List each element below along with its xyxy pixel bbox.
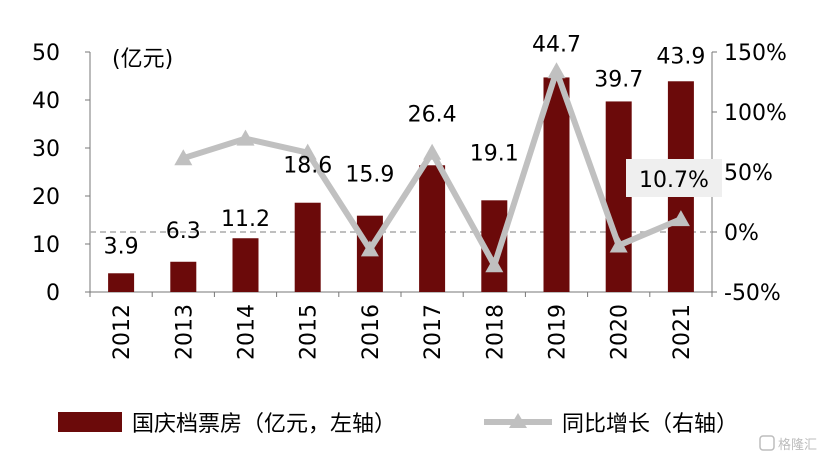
unit-label: (亿元) <box>112 47 173 72</box>
growth-point <box>547 62 566 79</box>
growth-point <box>298 143 317 160</box>
growth-line <box>174 62 690 273</box>
legend-label-line: 同比增长（右轴） <box>562 412 738 437</box>
bar-value-label: 3.9 <box>104 234 139 259</box>
x-tick-label: 2018 <box>483 304 508 360</box>
watermark-text: 格隆汇 <box>778 437 817 453</box>
right-tick-label: -50% <box>724 281 781 306</box>
legend-swatch-marker <box>509 413 527 428</box>
watermark: 格隆汇 <box>759 435 817 453</box>
left-tick-label: 10 <box>32 233 60 258</box>
x-tick-label: 2017 <box>421 304 446 360</box>
bar <box>170 261 197 292</box>
bar <box>108 273 135 292</box>
annotation-background <box>626 159 722 197</box>
growth-point <box>609 236 628 253</box>
growth-point <box>485 256 504 273</box>
data-labels: 3.9 6.3 11.2 18.6 15.9 26.4 19.1 44.7 39.7 43.9 <box>104 32 706 259</box>
bar-value-label: 39.7 <box>594 67 643 92</box>
bar-value-label: 18.6 <box>283 154 332 179</box>
x-tick-label: 2016 <box>359 304 384 360</box>
annotation-text: 10.7% <box>639 168 709 193</box>
legend-label-bar: 国庆档票房（亿元，左轴） <box>132 412 396 437</box>
bar-value-label: 6.3 <box>166 219 201 244</box>
left-tick-label: 30 <box>32 137 60 162</box>
watermark-logo-icon <box>759 435 775 451</box>
bar <box>419 165 446 292</box>
bar <box>543 77 570 292</box>
x-tick-label: 2021 <box>670 304 695 360</box>
right-tick-label: 50% <box>724 161 773 186</box>
x-tick-label: 2012 <box>110 304 135 360</box>
right-tick-label: 100% <box>724 101 787 126</box>
legend: 国庆档票房（亿元，左轴） 同比增长（右轴） <box>58 412 738 437</box>
growth-point <box>360 240 379 257</box>
growth-point <box>174 149 193 166</box>
legend-swatch-bar <box>58 412 122 432</box>
bar-value-label: 44.7 <box>532 32 581 57</box>
annotation-box: 10.7% <box>626 159 722 197</box>
x-tick-label: 2019 <box>546 304 571 360</box>
growth-point <box>671 210 690 227</box>
bar-value-label: 19.1 <box>470 141 519 166</box>
x-tick-label: 2015 <box>297 304 322 360</box>
bar <box>232 238 259 292</box>
bar-value-label: 11.2 <box>221 207 270 232</box>
x-tick-label: 2014 <box>235 304 260 360</box>
growth-point <box>423 143 442 160</box>
x-tick-label: 2013 <box>172 304 197 360</box>
bar-value-label: 43.9 <box>656 44 705 69</box>
bar-value-label: 26.4 <box>408 102 457 127</box>
left-tick-label: 20 <box>32 185 60 210</box>
right-tick-label: 150% <box>724 41 787 66</box>
x-tick-label: 2020 <box>608 304 633 360</box>
left-tick-label: 0 <box>46 281 60 306</box>
bar-value-label: 15.9 <box>345 163 394 188</box>
bar <box>294 202 321 292</box>
growth-point <box>236 129 255 146</box>
left-tick-label: 50 <box>32 41 60 66</box>
right-tick-label: 0% <box>724 221 759 246</box>
bars <box>108 77 694 292</box>
left-tick-label: 40 <box>32 89 60 114</box>
